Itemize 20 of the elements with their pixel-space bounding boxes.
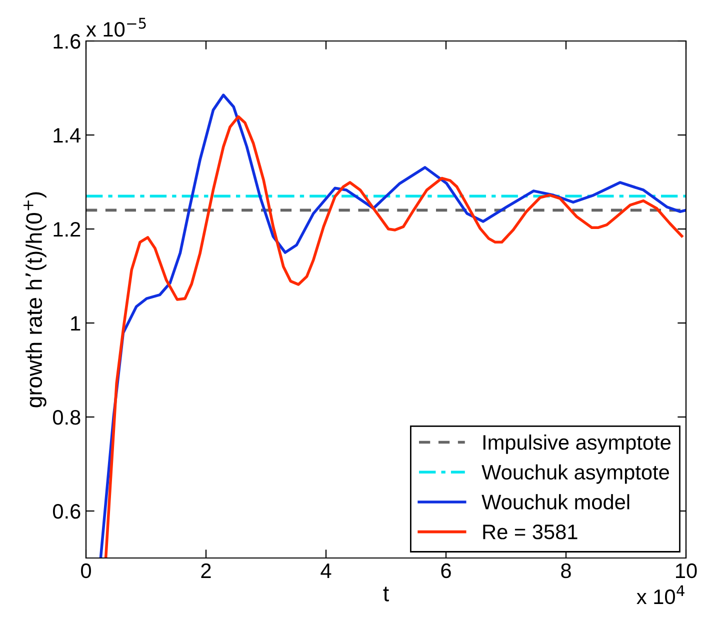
y-axis-title: growth rate h’(t)/h(0$^{+}$)	[24, 192, 46, 408]
y-tick-label: 0.8	[52, 410, 80, 425]
y-tick-label: 1.2	[54, 222, 80, 237]
y-tick-label: 1.6	[54, 34, 80, 49]
x-tick-label: 10	[676, 563, 697, 578]
x-tick-label: 0	[81, 563, 91, 578]
legend-label: Impulsive asymptote	[483, 434, 670, 454]
text: x 10$^{4}$	[636, 585, 684, 604]
y-tick-label: 1	[71, 316, 80, 331]
y-tick-label: 1.4	[54, 128, 81, 143]
legend-label: Wouchuk asymptote	[482, 464, 669, 484]
x-tick-label: 6	[441, 563, 451, 578]
legend-label: Wouchuk model	[482, 494, 630, 510]
x-tick-label: 2	[201, 563, 211, 578]
text: x 10$^{−5}$	[86, 18, 146, 37]
x-tick-label: 8	[561, 563, 571, 578]
x-axis-title: t	[383, 586, 389, 602]
x-tick-label: 4	[320, 564, 332, 578]
y-tick-label: 0.6	[52, 504, 80, 519]
legend-label: Re = 3581	[483, 524, 578, 540]
